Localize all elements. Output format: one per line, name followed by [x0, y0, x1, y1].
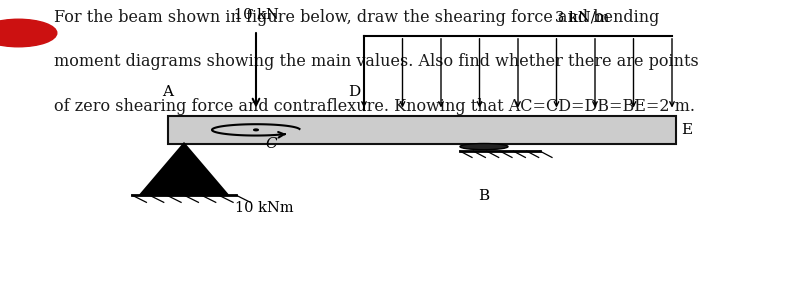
Ellipse shape — [460, 144, 508, 150]
Text: 3 kN/m: 3 kN/m — [555, 10, 609, 24]
Text: E: E — [682, 123, 693, 137]
Text: A: A — [162, 85, 174, 99]
Text: For the beam shown in figure below, draw the shearing force and bending: For the beam shown in figure below, draw… — [54, 9, 660, 26]
Text: C: C — [266, 137, 278, 151]
Circle shape — [0, 19, 57, 47]
Text: D: D — [348, 85, 360, 99]
Text: B: B — [478, 189, 490, 203]
Circle shape — [254, 129, 258, 131]
Text: moment diagrams showing the main values. Also find whether there are points: moment diagrams showing the main values.… — [54, 53, 699, 70]
Text: of zero shearing force and contraflexure. Knowing that AC=CD=DB=BE=2 m.: of zero shearing force and contraflexure… — [54, 98, 695, 115]
Text: 10 kN: 10 kN — [234, 7, 278, 22]
Bar — [168, 116, 676, 144]
Polygon shape — [140, 144, 228, 195]
Text: 10 kNm: 10 kNm — [234, 201, 294, 215]
